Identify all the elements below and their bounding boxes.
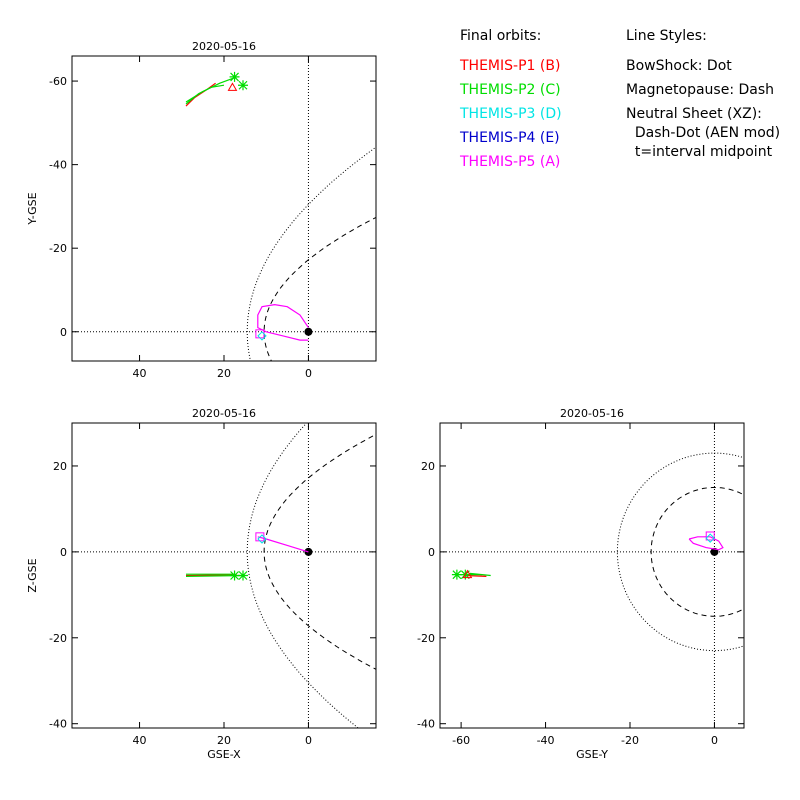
orbit-track xyxy=(688,536,724,551)
y-tick-label: 0 xyxy=(428,546,435,559)
y-tick-label: -20 xyxy=(417,632,435,645)
plot-frame xyxy=(439,422,745,729)
y-tick-label: -20 xyxy=(49,632,67,645)
marker-diamond xyxy=(705,533,715,543)
marker-square xyxy=(705,531,715,541)
legend-probe-p1: THEMIS-P1 (B) xyxy=(459,58,560,74)
plot-area xyxy=(72,423,376,728)
y-axis-label: Z-GSE xyxy=(26,558,39,592)
y-tick-label: 20 xyxy=(421,460,435,473)
style-time-note: t=interval midpoint xyxy=(626,144,773,160)
y-tick-label: -20 xyxy=(49,242,67,255)
plot-frame xyxy=(71,55,377,362)
x-tick-label: 20 xyxy=(217,367,231,380)
x-tick-label: -60 xyxy=(452,734,470,747)
earth-symbol xyxy=(304,327,313,336)
style-neutral-sheet-model: Dash-Dot (AEN mod) xyxy=(626,125,780,141)
style-bowshock: BowShock: Dot xyxy=(626,58,732,74)
orbit-track xyxy=(257,536,309,553)
marker-asterisk xyxy=(238,570,248,581)
panel-y-z: -60 -40 -20 0 20 0 -20 -40 2020-05-16 GSE-Y xyxy=(417,407,745,761)
marker-asterisk xyxy=(238,80,248,91)
bowshock-curve xyxy=(246,146,376,361)
panel-title: 2020-05-16 xyxy=(192,407,256,420)
marker-diamond xyxy=(257,331,267,341)
legend-probe-p3: THEMIS-P3 (D) xyxy=(459,106,562,122)
y-tick-label: 0 xyxy=(60,326,67,339)
earth-symbol xyxy=(304,547,313,556)
x-tick-label: 20 xyxy=(217,734,231,747)
x-tick-label: -40 xyxy=(537,734,555,747)
x-tick-label: 0 xyxy=(305,734,312,747)
panel-title: 2020-05-16 xyxy=(192,40,256,53)
orbits-legend: Final orbits: THEMIS-P1 (B) THEMIS-P2 (C… xyxy=(459,28,562,170)
bowshock-curve xyxy=(246,423,359,728)
orbit-track xyxy=(185,82,216,107)
y-tick-label: 0 xyxy=(60,546,67,559)
x-tick-label: 40 xyxy=(133,734,147,747)
y-tick-label: -60 xyxy=(49,75,67,88)
x-axis-label: GSE-Y xyxy=(576,748,608,761)
marker-asterisk xyxy=(451,569,462,580)
styles-legend: Line Styles: BowShock: Dot Magnetopause:… xyxy=(626,28,780,160)
plot-area xyxy=(72,56,376,361)
style-magnetopause: Magnetopause: Dash xyxy=(626,82,774,98)
y-tick-label: 20 xyxy=(53,460,67,473)
x-tick-label: -20 xyxy=(621,734,639,747)
legend-probe-p5: THEMIS-P5 (A) xyxy=(459,154,560,170)
plot-area xyxy=(440,423,744,728)
magnetopause-curve xyxy=(263,433,376,670)
legend-probe-p4: THEMIS-P4 (E) xyxy=(459,130,560,146)
marker-diamond xyxy=(257,534,267,544)
style-neutral-sheet: Neutral Sheet (XZ): xyxy=(626,106,762,122)
x-tick-label: 40 xyxy=(133,367,147,380)
panel-x-z: 40 20 0 20 0 -20 -40 2020-05-16 GSE-X Z-GSE xyxy=(26,407,377,761)
magnetopause-curve xyxy=(263,216,376,361)
panel-x-y: 40 20 0 -60 -40 -20 0 2020-05-16 Y-GSE xyxy=(26,40,377,380)
x-axis-label: GSE-X xyxy=(207,748,241,761)
panel-title: 2020-05-16 xyxy=(560,407,624,420)
marker-asterisk xyxy=(229,570,240,581)
y-tick-label: -40 xyxy=(417,718,435,731)
marker-triangle xyxy=(227,82,238,91)
styles-legend-title: Line Styles: xyxy=(626,28,707,44)
marker-triangle xyxy=(462,569,473,579)
y-tick-label: -40 xyxy=(49,159,67,172)
orbit-track xyxy=(465,574,487,577)
orbits-legend-title: Final orbits: xyxy=(460,28,541,44)
legend-probe-p2: THEMIS-P2 (C) xyxy=(459,82,561,98)
x-tick-label: 0 xyxy=(305,367,312,380)
x-tick-label: 0 xyxy=(711,734,718,747)
orbit-track xyxy=(257,303,309,341)
y-axis-label: Y-GSE xyxy=(26,192,39,225)
orbit-track xyxy=(185,76,237,103)
marker-asterisk xyxy=(229,71,240,82)
y-tick-label: -40 xyxy=(49,718,67,731)
magnetopause-curve xyxy=(650,487,744,617)
